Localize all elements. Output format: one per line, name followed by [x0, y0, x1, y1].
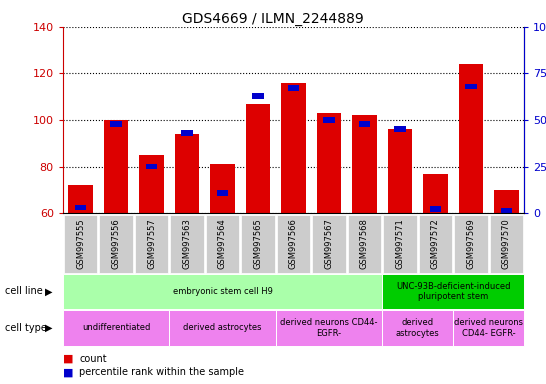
- Text: GSM997556: GSM997556: [111, 218, 121, 269]
- Text: GSM997567: GSM997567: [324, 218, 334, 269]
- Bar: [181, 130, 193, 136]
- Text: ■: ■: [63, 354, 73, 364]
- Bar: [288, 85, 299, 91]
- Text: ▶: ▶: [45, 323, 52, 333]
- Bar: [110, 121, 122, 127]
- Bar: [104, 120, 128, 213]
- Text: derived neurons
CD44- EGFR-: derived neurons CD44- EGFR-: [454, 318, 523, 338]
- Text: derived
astrocytes: derived astrocytes: [396, 318, 440, 338]
- Bar: [423, 174, 448, 213]
- Text: ■: ■: [63, 367, 73, 377]
- Text: ▶: ▶: [45, 286, 52, 296]
- Text: GSM997555: GSM997555: [76, 218, 85, 269]
- Bar: [139, 155, 164, 213]
- Bar: [388, 129, 412, 213]
- Bar: [175, 134, 199, 213]
- Text: GSM997566: GSM997566: [289, 218, 298, 269]
- Text: GSM997564: GSM997564: [218, 218, 227, 269]
- Bar: [217, 190, 228, 195]
- Bar: [359, 121, 370, 127]
- Text: GDS4669 / ILMN_2244889: GDS4669 / ILMN_2244889: [182, 12, 364, 25]
- Text: GSM997570: GSM997570: [502, 218, 511, 269]
- Bar: [246, 104, 270, 213]
- Text: derived neurons CD44-
EGFR-: derived neurons CD44- EGFR-: [280, 318, 378, 338]
- Bar: [317, 113, 341, 213]
- Bar: [75, 205, 86, 210]
- Text: undifferentiated: undifferentiated: [82, 323, 150, 333]
- Text: derived astrocytes: derived astrocytes: [183, 323, 262, 333]
- Text: embryonic stem cell H9: embryonic stem cell H9: [173, 287, 272, 296]
- Text: cell type: cell type: [5, 323, 48, 333]
- Bar: [394, 126, 406, 132]
- Bar: [68, 185, 93, 213]
- Text: percentile rank within the sample: percentile rank within the sample: [79, 367, 244, 377]
- Bar: [430, 207, 441, 212]
- Bar: [352, 115, 377, 213]
- Text: GSM997568: GSM997568: [360, 218, 369, 269]
- Text: GSM997565: GSM997565: [253, 218, 263, 269]
- Bar: [281, 83, 306, 213]
- Text: GSM997563: GSM997563: [182, 218, 192, 269]
- Text: GSM997557: GSM997557: [147, 218, 156, 269]
- Bar: [494, 190, 519, 213]
- Bar: [465, 84, 477, 89]
- Bar: [501, 209, 512, 214]
- Bar: [146, 164, 157, 169]
- Text: cell line: cell line: [5, 286, 43, 296]
- Bar: [459, 64, 483, 213]
- Text: GSM997571: GSM997571: [395, 218, 405, 269]
- Bar: [210, 164, 235, 213]
- Text: UNC-93B-deficient-induced
pluripotent stem: UNC-93B-deficient-induced pluripotent st…: [396, 282, 511, 301]
- Bar: [252, 93, 264, 99]
- Text: count: count: [79, 354, 107, 364]
- Text: GSM997572: GSM997572: [431, 218, 440, 269]
- Text: GSM997569: GSM997569: [466, 218, 476, 269]
- Bar: [323, 117, 335, 123]
